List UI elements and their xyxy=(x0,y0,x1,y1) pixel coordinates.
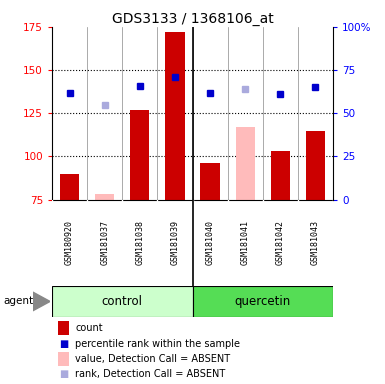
Title: GDS3133 / 1368106_at: GDS3133 / 1368106_at xyxy=(112,12,273,26)
Bar xyxy=(271,151,290,200)
Text: ■: ■ xyxy=(59,339,68,349)
Text: agent: agent xyxy=(4,296,34,306)
Text: ■: ■ xyxy=(59,369,68,379)
Bar xyxy=(165,32,184,200)
Text: count: count xyxy=(75,323,103,333)
Text: GSM181041: GSM181041 xyxy=(241,220,250,265)
Text: GSM181042: GSM181042 xyxy=(276,220,285,265)
Bar xyxy=(130,110,149,200)
Polygon shape xyxy=(33,292,50,311)
Text: control: control xyxy=(102,295,143,308)
Text: GSM181043: GSM181043 xyxy=(311,220,320,265)
Text: quercetin: quercetin xyxy=(234,295,291,308)
Text: value, Detection Call = ABSENT: value, Detection Call = ABSENT xyxy=(75,354,230,364)
Text: rank, Detection Call = ABSENT: rank, Detection Call = ABSENT xyxy=(75,369,225,379)
Text: GSM181040: GSM181040 xyxy=(206,220,214,265)
Bar xyxy=(201,164,220,200)
Bar xyxy=(192,286,333,317)
Bar xyxy=(95,195,114,200)
Text: GSM181037: GSM181037 xyxy=(100,220,109,265)
Bar xyxy=(306,131,325,200)
Bar xyxy=(60,174,79,200)
Text: percentile rank within the sample: percentile rank within the sample xyxy=(75,339,240,349)
Bar xyxy=(236,127,255,200)
Bar xyxy=(52,286,192,317)
Text: GSM180920: GSM180920 xyxy=(65,220,74,265)
Text: GSM181038: GSM181038 xyxy=(135,220,144,265)
Text: GSM181039: GSM181039 xyxy=(171,220,179,265)
